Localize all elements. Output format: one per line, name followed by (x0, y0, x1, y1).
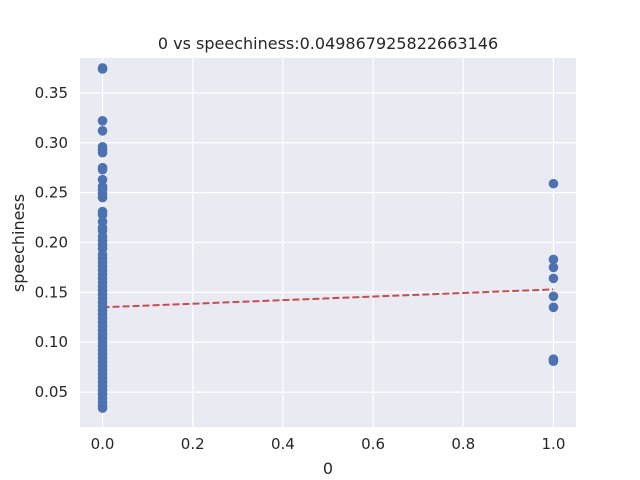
y-tick-label: 0.20 (35, 234, 68, 252)
scatter-point (548, 302, 559, 313)
y-axis-ticks: 0.05 0.10 0.15 0.20 0.25 0.30 0.35 (35, 84, 68, 401)
scatter-point (97, 64, 108, 74)
scatter-point (97, 126, 108, 136)
scatter-point (548, 262, 559, 273)
x-tick-label: 0.6 (361, 435, 385, 453)
scatter-point (548, 356, 559, 366)
scatter-points (97, 63, 559, 413)
scatter-point (97, 209, 108, 220)
scatter-point (97, 116, 108, 126)
y-tick-label: 0.30 (35, 134, 68, 152)
trend-line (102, 288, 554, 309)
scatter-point (97, 147, 108, 158)
x-axis-ticks: 0.0 0.2 0.4 0.6 0.8 1.0 (91, 435, 566, 453)
y-axis-label: speechiness (9, 194, 28, 292)
x-tick-label: 0.8 (451, 435, 475, 453)
scatter-point (548, 254, 559, 265)
x-tick-label: 0.2 (181, 435, 205, 453)
scatter-point (548, 291, 559, 302)
chart-title: 0 vs speechiness:0.049867925822663146 (158, 34, 498, 53)
scatter-point (97, 192, 108, 203)
y-tick-label: 0.35 (35, 84, 68, 102)
x-tick-label: 1.0 (542, 435, 566, 453)
x-tick-label: 0.4 (271, 435, 295, 453)
y-tick-label: 0.25 (35, 184, 68, 202)
scatter-point (97, 164, 108, 175)
grid-lines (80, 58, 576, 427)
y-tick-label: 0.05 (35, 383, 68, 401)
scatter-point (97, 403, 108, 413)
x-axis-label: 0 (323, 459, 333, 478)
scatter-point (97, 174, 108, 185)
y-tick-label: 0.15 (35, 283, 68, 301)
trend-line-group (102, 288, 554, 309)
x-tick-label: 0.0 (91, 435, 115, 453)
scatter-point (548, 178, 559, 189)
y-tick-label: 0.10 (35, 333, 68, 351)
scatter-point (548, 273, 559, 284)
